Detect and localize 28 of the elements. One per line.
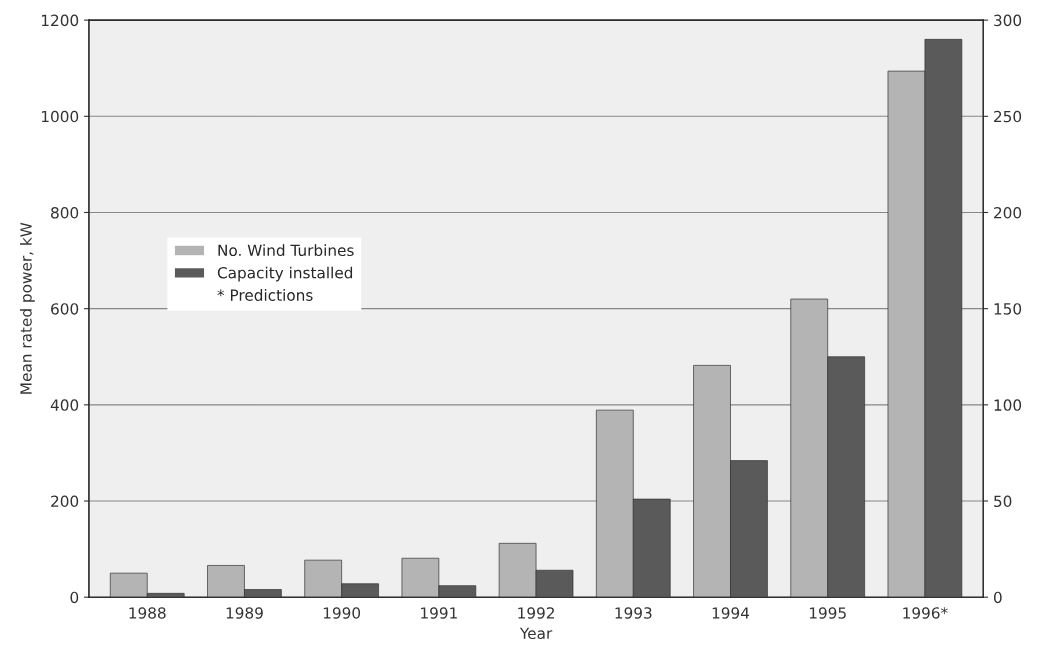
y-tick-label: 800 [51,206,79,219]
y2-tick-label: 250 [994,110,1022,123]
y-tick-label: 200 [51,495,79,508]
y-tick-label: 400 [50,399,79,411]
y2-tick-label: 200 [994,206,1022,219]
x-tick-label: 1988 [129,607,166,619]
legend-label: No. Wind Turbines [218,244,354,257]
x-tick-label: 1995 [809,607,846,619]
legend-label: Capacity installed [217,266,353,282]
x-axis-title: Year [519,627,553,640]
y-tick-label: 1000 [41,110,79,123]
x-tick-label: 1993 [615,607,652,619]
x-tick-label: 1992 [518,607,554,619]
x-tick-label: 1991 [421,607,457,619]
x-tick-label: 1989 [226,607,263,619]
x-tick-label: 1990 [323,607,361,619]
y-tick-label: 1200 [41,14,79,27]
y-axis-title: Mean rated power, kW [19,222,35,394]
y2-tick-label: 0 [993,591,1002,604]
y-tick-label: 600 [51,303,79,315]
y2-tick-label: 150 [994,303,1022,315]
y2-tick-label: 300 [994,14,1022,27]
x-tick-label: 1996* [903,607,948,619]
annotation: * Predictions [217,289,313,301]
y2-tick-label: 100 [994,399,1022,411]
x-tick-label: 1994 [712,607,750,619]
y2-tick-label: 50 [994,495,1012,508]
y-tick-label: 0 [70,591,79,604]
